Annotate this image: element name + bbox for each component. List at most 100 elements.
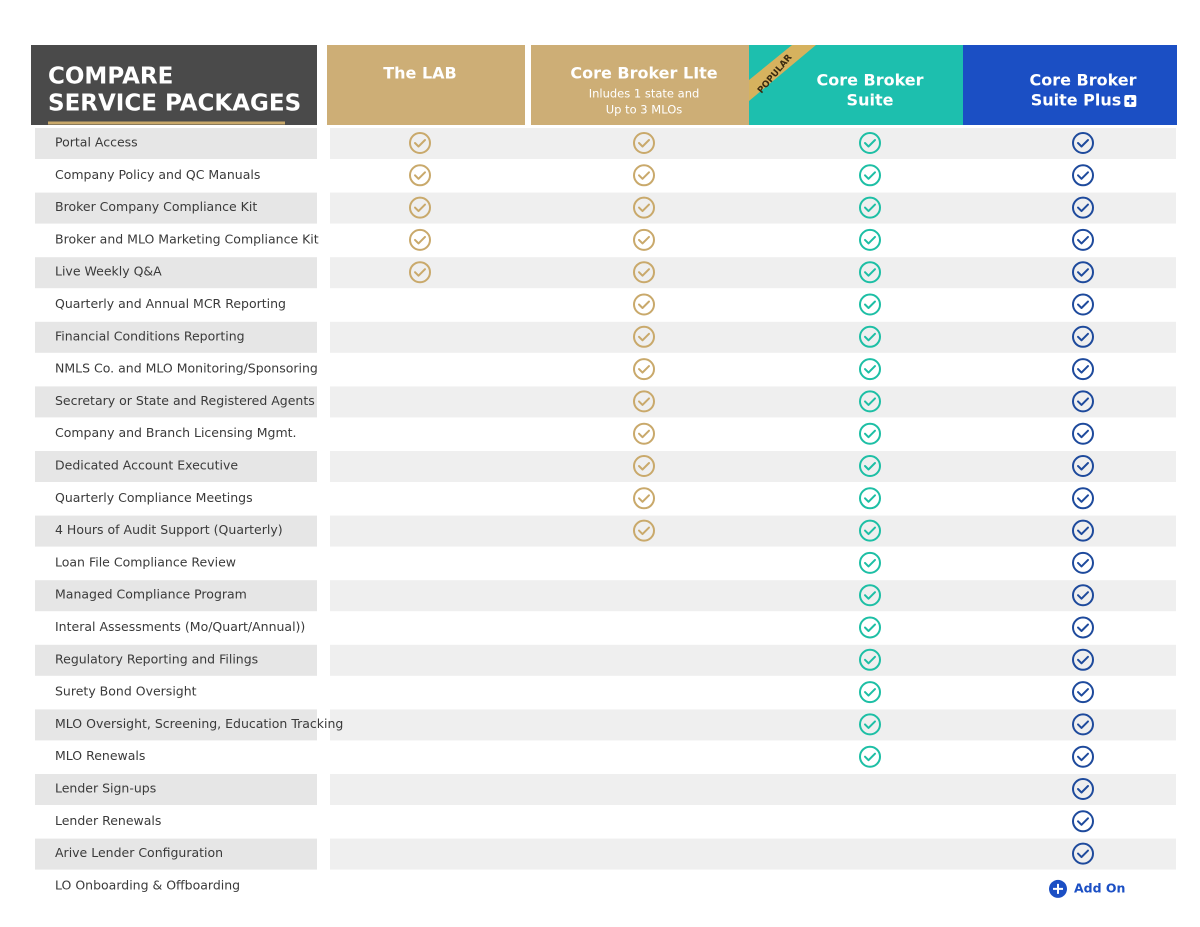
check-icon (1072, 842, 1094, 865)
check-circle (1072, 745, 1094, 768)
feature-label: Financial Conditions Reporting (55, 328, 245, 343)
check-circle (1072, 842, 1094, 865)
check-circle (859, 196, 881, 219)
check-icon (633, 519, 655, 542)
feature-label: Dedicated Account Executive (55, 458, 238, 473)
feature-label: Company Policy and QC Manuals (55, 167, 260, 182)
check-icon (633, 487, 655, 510)
title: COMPARE (48, 64, 173, 90)
check-tick (638, 462, 650, 471)
check-icon (859, 358, 881, 381)
row-band (35, 192, 317, 224)
check-tick (864, 526, 876, 536)
check-tick (1077, 235, 1089, 245)
check-tick (414, 235, 426, 245)
check-icon (1072, 358, 1094, 381)
check-tick (638, 494, 650, 503)
feature-label: LO Onboarding & Offboarding (55, 877, 240, 892)
check-circle (859, 519, 881, 542)
check-icon (1072, 422, 1094, 445)
check-circle (409, 196, 431, 219)
check-tick (638, 526, 650, 536)
check-icon (633, 455, 655, 477)
check-icon (859, 196, 881, 219)
check-tick (414, 139, 426, 148)
feature-label: Broker Company Compliance Kit (55, 199, 257, 214)
check-circle (633, 196, 655, 219)
row-band (35, 644, 317, 676)
check-circle (1072, 584, 1094, 607)
check-circle (633, 228, 655, 251)
check-icon (859, 164, 881, 187)
check-circle (1072, 648, 1094, 671)
check-icon (633, 390, 655, 413)
check-icon (859, 487, 881, 510)
row-band (35, 386, 317, 418)
check-circle (1072, 325, 1094, 348)
check-tick (414, 203, 426, 213)
col-header-bg (327, 45, 525, 125)
feature-label: Interal Assessments (Mo/Quart/Annual)) (55, 619, 305, 634)
check-circle (633, 358, 655, 381)
row-band (35, 774, 317, 805)
title-panel (31, 45, 317, 125)
check-tick (864, 365, 876, 374)
row-band (330, 321, 1176, 353)
check-tick (1077, 752, 1089, 762)
feature-label: Loan File Compliance Review (55, 554, 236, 569)
check-circle (1072, 810, 1094, 833)
feature-label: MLO Renewals (55, 748, 145, 763)
check-tick (864, 655, 876, 665)
check-icon (409, 164, 431, 187)
feature-label: 4 Hours of Audit Support (Quarterly) (55, 522, 283, 537)
check-circle (1072, 681, 1094, 704)
row-band (330, 709, 1176, 741)
feature-label: Lender Sign-ups (55, 781, 156, 796)
check-circle (859, 325, 881, 348)
check-circle (1072, 390, 1094, 413)
check-tick (1077, 494, 1089, 503)
row-band (330, 451, 1176, 482)
row-band (35, 515, 317, 547)
check-icon (1072, 164, 1094, 187)
check-icon (633, 196, 655, 219)
check-icon (633, 132, 655, 154)
check-tick (864, 235, 876, 245)
feature-label: MLO Oversight, Screening, Education Trac… (55, 716, 343, 731)
check-icon (409, 132, 431, 154)
check-icon (633, 293, 655, 316)
check-circle (859, 584, 881, 607)
plus-icon (1126, 97, 1134, 105)
check-circle (859, 616, 881, 639)
check-tick (1077, 397, 1089, 406)
check-tick (1077, 300, 1089, 309)
feature-label: Quarterly Compliance Meetings (55, 490, 253, 505)
check-tick (1077, 332, 1089, 342)
row-band (35, 838, 317, 870)
feature-label: Live Weekly Q&A (55, 264, 162, 279)
check-icon (859, 261, 881, 284)
check-circle (1072, 228, 1094, 251)
check-circle (1072, 164, 1094, 187)
check-icon (633, 358, 655, 381)
feature-label: Regulatory Reporting and Filings (55, 651, 258, 666)
check-icon (633, 164, 655, 187)
check-icon (1072, 228, 1094, 251)
check-circle (409, 228, 431, 251)
row-band (330, 644, 1176, 676)
title: SERVICE PACKAGES (48, 91, 301, 117)
check-circle (409, 132, 431, 154)
check-icon (859, 551, 881, 574)
column-name: The LAB (383, 64, 457, 83)
check-tick (638, 139, 650, 148)
check-tick (864, 429, 876, 439)
row-band (330, 192, 1176, 224)
feature-label: Quarterly and Annual MCR Reporting (55, 296, 286, 311)
check-circle (633, 519, 655, 542)
check-circle (1072, 358, 1094, 381)
column-name: Core Broker (1029, 71, 1136, 90)
row-band (35, 580, 317, 612)
popular-ribbon (749, 45, 816, 101)
feature-label: Managed Compliance Program (55, 587, 247, 602)
